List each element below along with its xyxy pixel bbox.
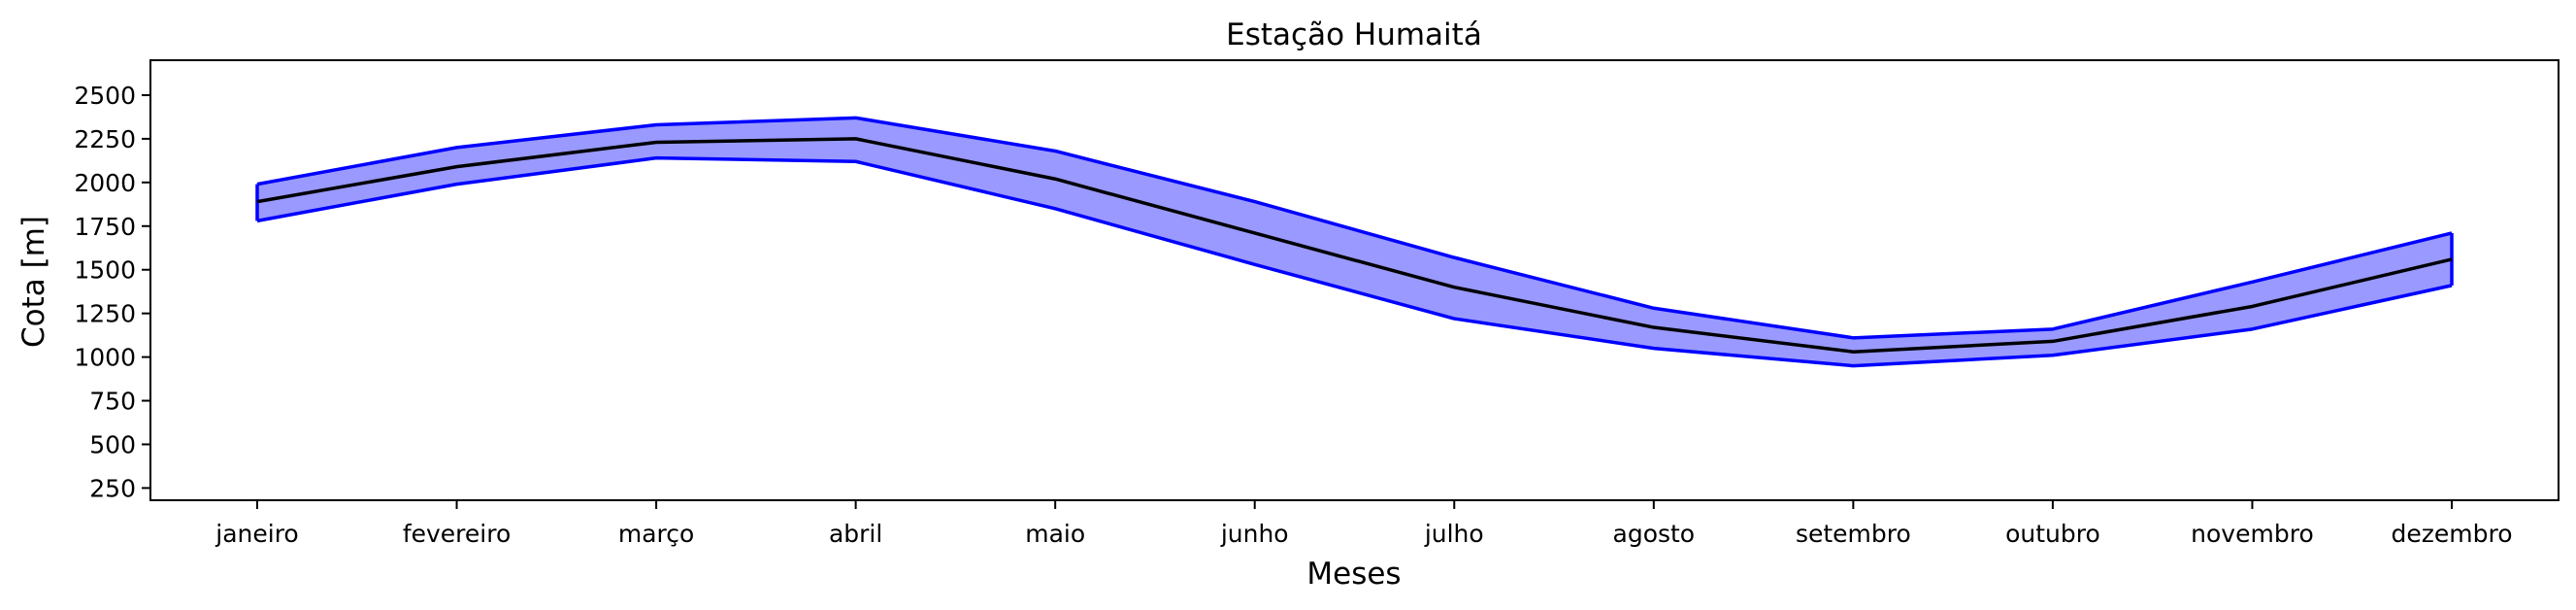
x-tick-label: setembro (1796, 520, 1911, 548)
x-tick-label: janeiro (215, 520, 298, 548)
y-tick-label: 750 (89, 388, 136, 416)
band-fill-area (257, 118, 2452, 366)
x-axis-title: Meses (1306, 557, 1401, 592)
x-tick-label: outubro (2005, 520, 2100, 548)
y-tick-label: 1500 (74, 256, 136, 285)
y-tick-label: 1750 (74, 213, 136, 241)
mean-line (256, 137, 2453, 354)
plot-frame (149, 59, 2559, 501)
y-axis-title: Cota [m] (17, 216, 51, 348)
plot-area: 250 500 750 1000 1250 1500 1750 2000 2250 2500 jan… (74, 59, 2559, 548)
x-tick-label: agosto (1613, 520, 1696, 548)
x-tick-label: dezembro (2392, 520, 2513, 548)
lower-band-line (256, 155, 2453, 368)
x-tick-label: novembro (2191, 520, 2314, 548)
y-tick-label: 1250 (74, 300, 136, 328)
x-tick-label: abril (829, 520, 882, 548)
y-tick-label: 2500 (74, 82, 136, 110)
y-tick-label: 500 (89, 430, 136, 458)
y-tick-label: 250 (89, 474, 136, 502)
x-tick-label: maio (1025, 520, 1085, 548)
x-tick-label: março (618, 520, 694, 548)
y-tick-label: 1000 (74, 344, 136, 372)
y-tick-label: 2250 (74, 125, 136, 153)
x-tick-label: fevereiro (403, 520, 511, 548)
y-tick-label: 2000 (74, 169, 136, 197)
upper-band-line (256, 116, 2453, 340)
chart-title: Estação Humaitá (1226, 17, 1482, 52)
x-tick-label: julho (1424, 520, 1484, 548)
x-tick-label: junho (1220, 520, 1289, 548)
